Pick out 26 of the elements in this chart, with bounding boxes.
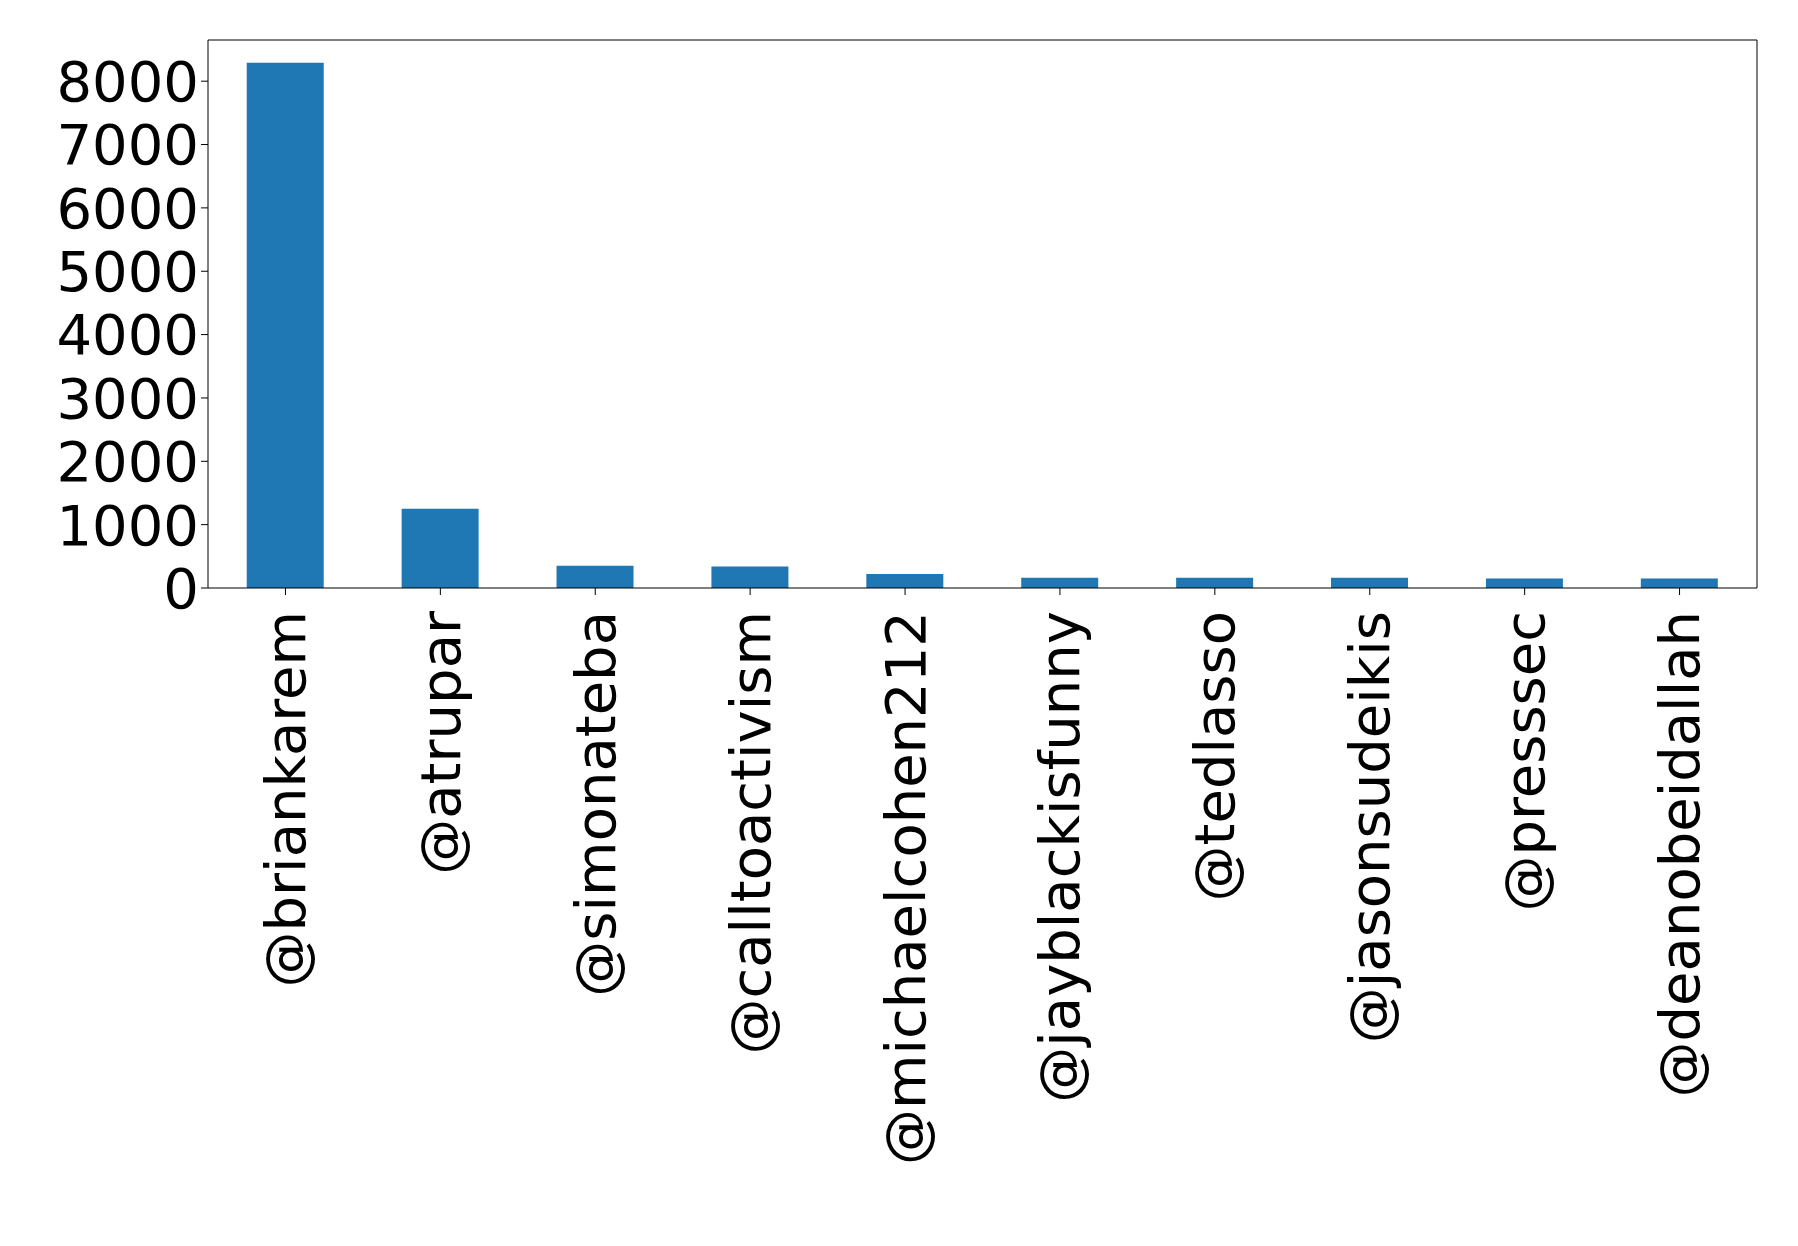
bar — [711, 566, 789, 588]
y-tick-label: 4000 — [56, 302, 199, 368]
bar — [1640, 578, 1718, 588]
x-tick-label: @atrupar — [407, 610, 473, 875]
x-tick-label: @presssec — [1492, 611, 1558, 912]
bar — [246, 62, 324, 588]
x-tick-label: @calltoactivism — [717, 611, 783, 1055]
x-tick-label: @briankarem — [252, 611, 318, 988]
y-tick-label: 7000 — [56, 112, 199, 178]
x-tick-label: @jayblackisfunny — [1027, 611, 1093, 1103]
y-tick-label: 2000 — [56, 429, 199, 495]
x-tick-label: @tedlasso — [1182, 611, 1248, 902]
y-tick-label: 3000 — [56, 365, 199, 431]
y-tick-label: 0 — [163, 555, 199, 621]
x-tick-label: @jasonsudeikis — [1337, 611, 1403, 1044]
y-tick-label: 6000 — [56, 175, 199, 241]
bar — [866, 574, 944, 588]
x-tick-label: @michaelcohen212 — [872, 611, 938, 1166]
y-tick-label: 8000 — [56, 49, 199, 115]
bar — [401, 508, 479, 588]
x-tick-label: @simonateba — [562, 611, 628, 997]
bar — [1485, 578, 1563, 588]
y-tick-label: 1000 — [56, 492, 199, 558]
x-tick-label: @deanobeidallah — [1647, 611, 1713, 1098]
bar — [556, 565, 634, 588]
y-tick-label: 5000 — [56, 239, 199, 305]
